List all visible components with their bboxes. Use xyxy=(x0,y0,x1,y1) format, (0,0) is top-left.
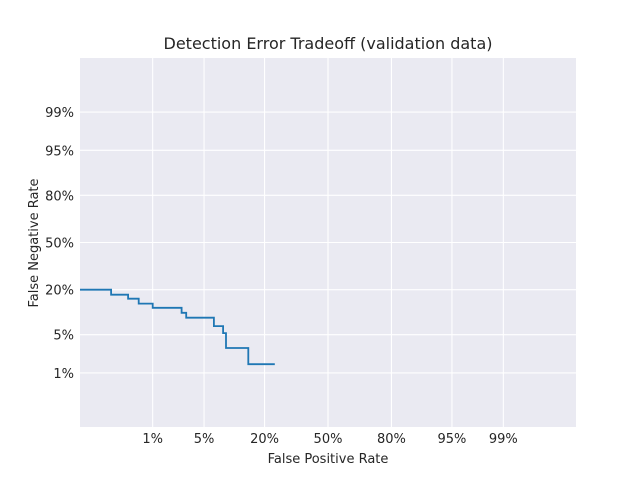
x-tick-label: 1% xyxy=(142,432,163,447)
y-tick-label: 50% xyxy=(45,237,74,252)
y-axis-label: False Negative Rate xyxy=(27,178,42,307)
series-layer xyxy=(80,288,275,366)
y-tick-label: 95% xyxy=(45,144,74,159)
x-tick-labels: 1% 5% 20% 50% 80% 95% 99% xyxy=(142,432,517,447)
x-tick-label: 50% xyxy=(314,432,343,447)
det-curve xyxy=(80,288,275,366)
x-tick-label: 95% xyxy=(438,432,467,447)
y-tick-label: 80% xyxy=(45,189,74,204)
x-tick-label: 80% xyxy=(377,432,406,447)
x-axis-label: False Positive Rate xyxy=(268,452,389,467)
y-tick-labels: 1% 5% 20% 50% 80% 95% 99% xyxy=(45,106,74,382)
x-tick-label: 99% xyxy=(489,432,518,447)
grid xyxy=(80,58,576,427)
x-tick-label: 20% xyxy=(250,432,279,447)
y-tick-label: 5% xyxy=(53,329,74,344)
chart-title: Detection Error Tradeoff (validation dat… xyxy=(164,34,493,53)
y-tick-label: 20% xyxy=(45,284,74,299)
y-tick-label: 1% xyxy=(53,367,74,382)
x-tick-label: 5% xyxy=(194,432,215,447)
y-tick-label: 99% xyxy=(45,106,74,121)
